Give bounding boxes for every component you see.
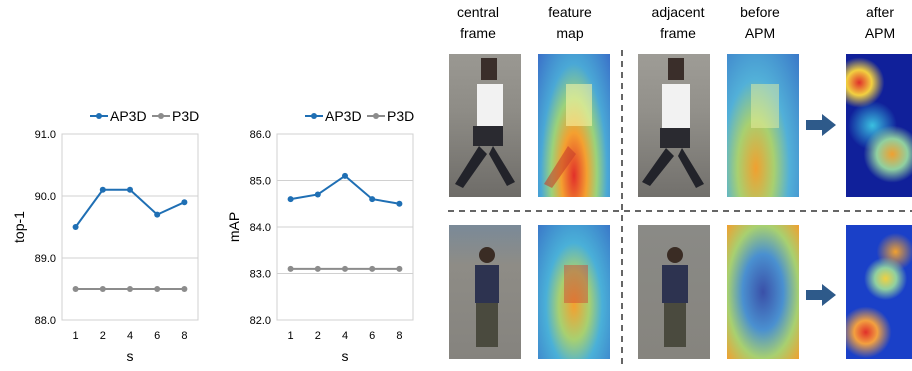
legend-label: P3D bbox=[387, 108, 414, 124]
y-axis-label: mAP bbox=[226, 212, 242, 242]
y-tick-label: 85.0 bbox=[250, 176, 271, 188]
legend-entry-p3d: P3D bbox=[367, 108, 414, 124]
legend-marker bbox=[311, 113, 317, 119]
y-tick-label: 86.0 bbox=[250, 129, 271, 141]
series-line-ap3d bbox=[74, 188, 185, 228]
legend-label: AP3D bbox=[325, 108, 362, 124]
after-apm-image-row2 bbox=[846, 225, 912, 359]
legend-marker bbox=[158, 113, 164, 119]
feature-map-image-row2 bbox=[538, 225, 610, 359]
data-point-ap3d bbox=[396, 200, 403, 207]
x-axis-label: s bbox=[342, 348, 349, 364]
map-line-chart: 82.0 83.0 84.0 85.0 86.0 1 2 4 6 8 s mAP AP3D P3D bbox=[215, 0, 430, 366]
y-tick-label: 91.0 bbox=[35, 129, 56, 141]
x-tick-label: 8 bbox=[396, 330, 402, 342]
legend-entry-ap3d: AP3D bbox=[90, 108, 147, 124]
data-point-p3d bbox=[342, 265, 348, 272]
x-tick-label: 4 bbox=[127, 330, 133, 342]
x-tick-label: 2 bbox=[315, 330, 321, 342]
data-point-p3d bbox=[99, 286, 106, 292]
legend-marker bbox=[373, 113, 379, 119]
data-point-ap3d bbox=[314, 191, 321, 198]
x-tick-label: 1 bbox=[73, 330, 79, 342]
data-point-p3d bbox=[287, 265, 294, 272]
y-axis-label: top-1 bbox=[11, 211, 27, 243]
x-tick-label: 4 bbox=[342, 330, 348, 342]
data-point-p3d bbox=[127, 286, 133, 292]
legend-entry-p3d: P3D bbox=[152, 108, 199, 124]
adjacent-frame-image-row2 bbox=[638, 225, 710, 359]
data-point-ap3d bbox=[99, 186, 106, 193]
legend-label: P3D bbox=[172, 108, 199, 124]
before-apm-image-row2 bbox=[727, 225, 799, 359]
data-point-p3d bbox=[396, 265, 403, 272]
x-tick-label: 6 bbox=[369, 330, 375, 342]
chart-svg: 82.0 83.0 84.0 85.0 86.0 1 2 4 6 8 s mAP AP3D P3D bbox=[226, 108, 414, 364]
column-header-after-apm: after APM bbox=[864, 4, 896, 41]
data-point-ap3d bbox=[369, 196, 376, 203]
legend-marker bbox=[96, 113, 102, 119]
x-tick-label: 8 bbox=[181, 330, 187, 342]
data-point-ap3d bbox=[127, 186, 133, 193]
arrow-right-icon bbox=[806, 284, 836, 306]
column-header-adjacent-frame: adjacent frame bbox=[651, 4, 705, 41]
legend-entry-ap3d: AP3D bbox=[305, 108, 362, 124]
data-point-p3d bbox=[154, 286, 161, 292]
chart-svg: 88.0 89.0 90.0 91.0 1 2 4 6 8 s top-1 AP3D P3D bbox=[11, 108, 199, 364]
data-point-p3d bbox=[72, 286, 79, 292]
data-point-ap3d bbox=[72, 224, 79, 230]
feature-map-image-row1 bbox=[538, 54, 610, 197]
legend-label: AP3D bbox=[110, 108, 147, 124]
data-point-ap3d bbox=[342, 172, 348, 179]
x-tick-label: 1 bbox=[288, 330, 294, 342]
arrow-right-icon bbox=[806, 114, 836, 136]
after-apm-image-row1 bbox=[846, 54, 912, 197]
data-point-ap3d bbox=[287, 196, 294, 203]
adjacent-frame-image-row1 bbox=[638, 54, 710, 197]
data-point-ap3d bbox=[154, 211, 161, 218]
x-tick-label: 2 bbox=[100, 330, 106, 342]
figure-dividers bbox=[448, 50, 912, 366]
y-tick-label: 82.0 bbox=[250, 315, 271, 327]
plot-area bbox=[61, 133, 199, 321]
y-tick-label: 84.0 bbox=[250, 222, 271, 234]
column-header-feature-map: feature map bbox=[548, 4, 592, 41]
data-point-p3d bbox=[369, 265, 376, 272]
top1-line-chart: 88.0 89.0 90.0 91.0 1 2 4 6 8 s top-1 AP3D P3D bbox=[0, 0, 215, 366]
y-tick-label: 90.0 bbox=[35, 191, 56, 203]
central-frame-image-row1 bbox=[449, 54, 521, 197]
central-frame-image-row2 bbox=[449, 225, 521, 359]
before-apm-image-row1 bbox=[727, 54, 799, 197]
y-tick-label: 89.0 bbox=[35, 253, 56, 265]
y-tick-label: 88.0 bbox=[35, 315, 56, 327]
y-tick-label: 83.0 bbox=[250, 269, 271, 281]
x-tick-label: 6 bbox=[154, 330, 160, 342]
column-header-before-apm: before APM bbox=[740, 4, 780, 41]
data-point-p3d bbox=[181, 286, 188, 292]
x-axis-label: s bbox=[127, 348, 134, 364]
data-point-ap3d bbox=[181, 199, 188, 206]
data-point-p3d bbox=[314, 265, 321, 272]
column-header-central-frame: central frame bbox=[456, 4, 500, 41]
